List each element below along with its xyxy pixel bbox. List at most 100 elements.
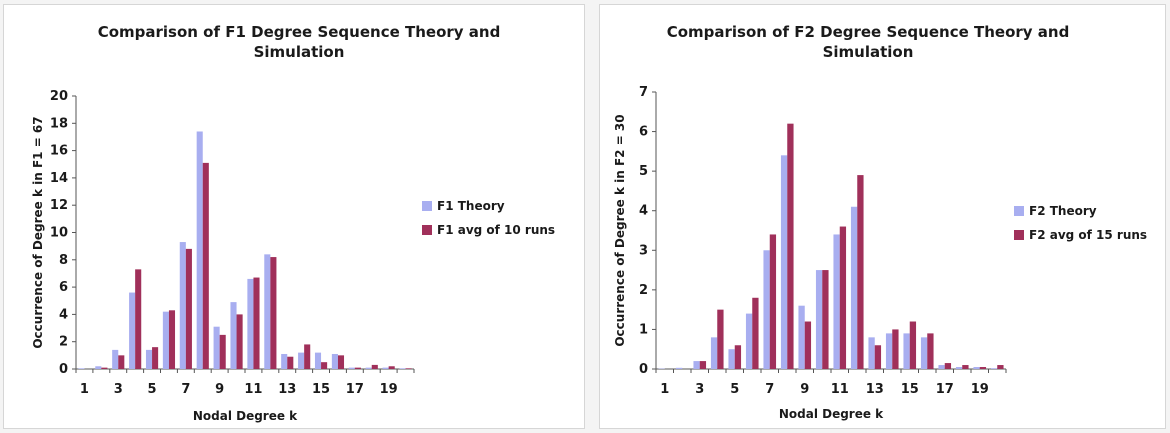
bar-simulation xyxy=(874,345,882,369)
bar-simulation xyxy=(892,329,899,369)
bar-theory xyxy=(990,368,998,369)
y-axis-label: Occurrence of Degree k in F2 = 30 xyxy=(613,114,627,346)
y-tick-label: 3 xyxy=(639,243,648,258)
bar-simulation xyxy=(769,234,777,369)
y-tick-label: 12 xyxy=(50,198,68,213)
bar-simulation xyxy=(388,366,395,369)
y-tick-label: 10 xyxy=(50,226,68,241)
bar-theory xyxy=(780,155,788,369)
bar-simulation xyxy=(236,314,243,369)
y-tick-label: 6 xyxy=(639,125,648,140)
chart-title-line: Comparison of F2 Degree Sequence Theory … xyxy=(667,23,1070,41)
bar-theory xyxy=(850,206,858,369)
bar-theory xyxy=(382,367,389,369)
legend-label: F1 avg of 10 runs xyxy=(437,223,555,237)
x-tick-label: 5 xyxy=(148,382,157,397)
y-tick-label: 6 xyxy=(59,280,68,295)
y-tick-label: 7 xyxy=(639,85,648,100)
bar-simulation xyxy=(997,365,1004,369)
x-tick-label: 9 xyxy=(215,382,224,397)
bar-simulation xyxy=(979,367,987,369)
y-tick-label: 5 xyxy=(639,164,648,179)
bar-simulation xyxy=(321,362,328,369)
x-tick-label: 5 xyxy=(730,382,739,397)
x-tick-label: 3 xyxy=(114,382,123,397)
bar-simulation xyxy=(699,361,707,369)
legend-swatch xyxy=(1014,230,1024,240)
x-tick-label: 1 xyxy=(660,382,669,397)
bar-theory xyxy=(675,367,683,369)
bar-theory xyxy=(331,353,338,369)
f1-degree-chart: Comparison of F1 Degree Sequence Theory … xyxy=(31,23,555,423)
x-tick-label: 9 xyxy=(800,382,809,397)
chart-title-line: Simulation xyxy=(823,43,914,61)
y-tick-label: 20 xyxy=(50,89,68,104)
bar-theory xyxy=(247,278,254,369)
x-tick-label: 7 xyxy=(181,382,190,397)
bar-simulation xyxy=(202,162,209,369)
bar-theory xyxy=(348,367,355,369)
bar-theory xyxy=(868,337,875,369)
x-tick-label: 11 xyxy=(244,382,262,397)
chart-title-line: Comparison of F1 Degree Sequence Theory … xyxy=(98,23,501,41)
bar-theory xyxy=(710,337,718,369)
bar-theory xyxy=(314,352,322,369)
bar-theory xyxy=(693,361,700,369)
bar-theory xyxy=(938,365,945,369)
chart-panel-f1: Comparison of F1 Degree Sequence Theory … xyxy=(3,4,585,429)
x-tick-label: 7 xyxy=(765,382,774,397)
bar-simulation xyxy=(354,367,361,369)
bar-theory xyxy=(399,368,406,369)
bar-simulation xyxy=(270,257,277,369)
x-tick-label: 1 xyxy=(80,382,89,397)
chart-panel-f2: Comparison of F2 Degree Sequence Theory … xyxy=(599,4,1166,429)
bar-simulation xyxy=(118,355,125,369)
chart-title-line: Simulation xyxy=(254,43,345,61)
bar-theory xyxy=(112,349,119,369)
bar-simulation xyxy=(219,334,226,369)
bar-simulation xyxy=(734,345,742,369)
bar-simulation xyxy=(909,321,917,369)
bar-theory xyxy=(798,305,805,369)
x-tick-label: 15 xyxy=(312,382,330,397)
legend-label: F2 avg of 15 runs xyxy=(1029,228,1147,242)
bar-simulation xyxy=(857,175,864,369)
y-tick-label: 8 xyxy=(59,253,68,268)
bar-theory xyxy=(298,352,305,369)
bar-theory xyxy=(920,337,928,369)
y-tick-label: 4 xyxy=(59,307,68,322)
bar-theory xyxy=(728,349,735,369)
bar-theory xyxy=(179,242,186,369)
x-tick-label: 3 xyxy=(695,382,704,397)
y-tick-label: 16 xyxy=(50,144,68,159)
bar-simulation xyxy=(717,309,724,369)
bar-theory xyxy=(973,367,980,369)
bar-theory xyxy=(213,326,220,369)
x-axis-label: Nodal Degree k xyxy=(779,407,884,421)
x-tick-label: 17 xyxy=(346,382,364,397)
x-tick-label: 17 xyxy=(936,382,954,397)
bar-simulation xyxy=(168,310,176,369)
bar-theory xyxy=(264,254,271,369)
legend-label: F2 Theory xyxy=(1029,204,1097,218)
x-axis-label: Nodal Degree k xyxy=(193,409,298,423)
x-tick-label: 19 xyxy=(380,382,398,397)
bar-simulation xyxy=(152,347,159,369)
bar-theory xyxy=(745,313,753,369)
y-axis-label: Occurrence of Degree k in F1 = 67 xyxy=(31,116,45,348)
bar-theory xyxy=(955,367,963,369)
bar-theory xyxy=(145,349,153,369)
y-tick-label: 18 xyxy=(50,116,68,131)
x-tick-label: 13 xyxy=(866,382,884,397)
bar-theory xyxy=(833,234,840,369)
bar-simulation xyxy=(752,297,759,369)
bar-theory xyxy=(129,292,136,369)
bar-simulation xyxy=(304,344,311,369)
bar-simulation xyxy=(839,226,847,369)
bar-theory xyxy=(815,270,823,369)
bar-simulation xyxy=(405,368,412,369)
y-tick-label: 1 xyxy=(639,322,648,337)
bar-theory xyxy=(885,333,893,369)
bar-theory xyxy=(95,366,102,369)
bar-simulation xyxy=(822,270,829,369)
